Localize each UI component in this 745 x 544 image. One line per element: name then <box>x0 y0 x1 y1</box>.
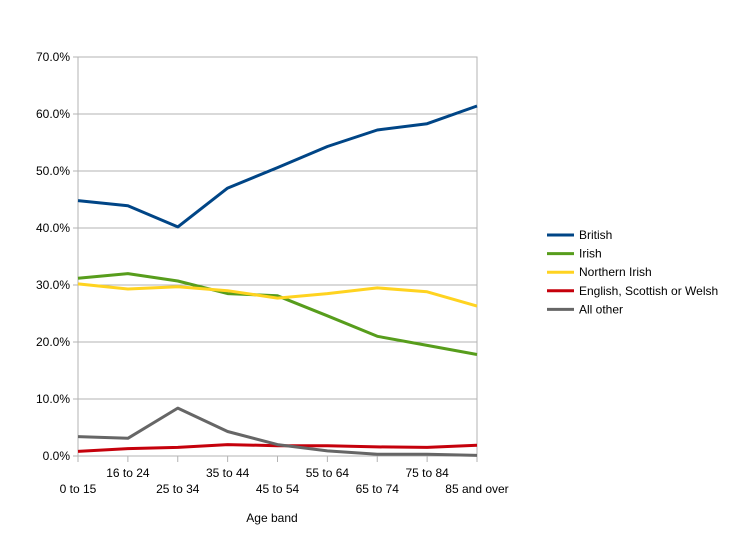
legend-label: English, Scottish or Welsh <box>579 284 718 298</box>
legend-label: All other <box>579 302 623 316</box>
legend-label: Irish <box>579 247 602 261</box>
y-tick-label: 40.0% <box>36 221 70 235</box>
x-tick-label: 55 to 64 <box>306 466 350 480</box>
x-tick-label: 35 to 44 <box>206 466 250 480</box>
x-tick-label: 85 and over <box>445 482 508 496</box>
series-line-all-other <box>77 406 478 457</box>
y-tick-label: 50.0% <box>36 164 70 178</box>
y-tick-labels: 0.0% 10.0% 20.0% 30.0% 40.0% 50.0% 60.0% 70.0% <box>36 50 70 463</box>
legend-label: Northern Irish <box>579 265 652 279</box>
x-axis-label: Age band <box>246 511 297 525</box>
y-tick-label: 0.0% <box>43 449 71 463</box>
gridlines <box>73 56 477 457</box>
series-line-irish <box>77 272 478 356</box>
x-tick-label: 16 to 24 <box>106 466 150 480</box>
series-line-british <box>77 104 478 229</box>
x-tick-label: 65 to 74 <box>356 482 400 496</box>
x-tick-labels: 0 to 15 16 to 24 25 to 34 35 to 44 45 to 54 5… <box>60 466 509 496</box>
x-tick-label: 0 to 15 <box>60 482 97 496</box>
x-tick-label: 25 to 34 <box>156 482 200 496</box>
x-tick-label: 45 to 54 <box>256 482 300 496</box>
y-tick-label: 10.0% <box>36 392 70 406</box>
y-tick-label: 60.0% <box>36 107 70 121</box>
axes <box>77 56 478 462</box>
y-tick-label: 70.0% <box>36 50 70 64</box>
x-tick-label: 75 to 84 <box>405 466 449 480</box>
legend: British Irish Northern Irish English, Scott… <box>547 228 718 316</box>
y-tick-label: 20.0% <box>36 335 70 349</box>
plot-frame <box>77 56 478 457</box>
series-line-northern-irish <box>77 282 478 308</box>
y-tick-label: 30.0% <box>36 278 70 292</box>
legend-label: British <box>579 228 612 242</box>
series-lines <box>77 104 478 457</box>
